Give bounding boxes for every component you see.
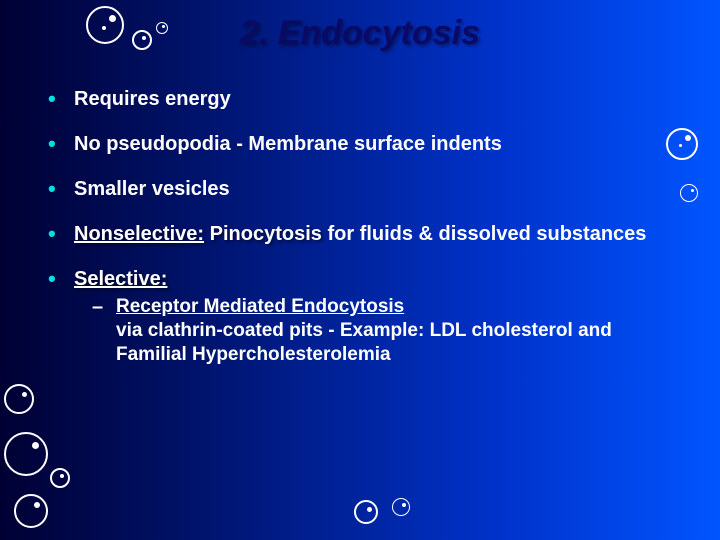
bubble-icon <box>86 6 124 44</box>
rme-tail: Familial Hypercholesterolemia <box>116 344 391 365</box>
nonselective-label: Nonselective: <box>74 223 204 245</box>
bullet-selective: Selective: Receptor Mediated Endocytosis… <box>48 268 668 366</box>
bubble-icon <box>4 384 34 414</box>
bullet-smaller-vesicles: Smaller vesicles <box>48 178 668 201</box>
nonselective-rest: for fluids & dissolved substances <box>322 223 647 245</box>
rme-term: Receptor Mediated Endocytosis <box>116 296 404 317</box>
bullet-list: Requires energy No pseudopodia - Membran… <box>48 88 668 366</box>
rme-mid: via clathrin-coated pits - <box>116 320 340 341</box>
bullet-nonselective: Nonselective: Pinocytosis for fluids & d… <box>48 223 668 246</box>
bullet-no-pseudopodia: No pseudopodia - Membrane surface indent… <box>48 133 668 156</box>
content-area: Requires energy No pseudopodia - Membran… <box>48 88 668 388</box>
bubble-icon <box>50 468 70 488</box>
bubble-icon <box>680 184 698 202</box>
slide: 2. Endocytosis Requires energy No pseudo… <box>0 0 720 540</box>
bubble-icon <box>666 128 698 160</box>
pinocytosis-term: Pinocytosis <box>210 223 322 245</box>
bubble-icon <box>4 432 48 476</box>
sub-list: Receptor Mediated Endocytosis via clathr… <box>74 295 668 366</box>
bubble-icon <box>354 500 378 524</box>
bubble-icon <box>156 22 168 34</box>
bubble-icon <box>392 498 410 516</box>
bullet-requires-energy: Requires energy <box>48 88 668 111</box>
bubble-icon <box>14 494 48 528</box>
selective-label: Selective: <box>74 268 167 290</box>
sub-receptor-mediated: Receptor Mediated Endocytosis via clathr… <box>74 295 668 366</box>
bubble-icon <box>132 30 152 50</box>
rme-example: Example: LDL cholesterol and <box>340 320 612 341</box>
